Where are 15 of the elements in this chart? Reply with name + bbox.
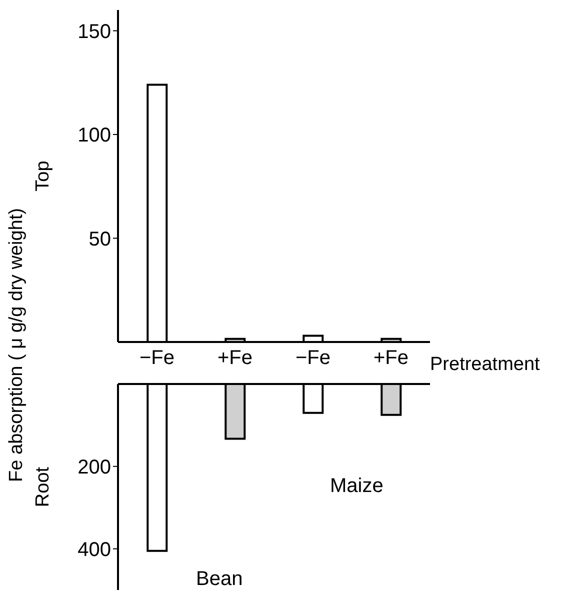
y-tick-label: 100	[78, 124, 111, 147]
y-axis-title: Top	[32, 160, 54, 192]
x-tick-label: −Fe	[139, 347, 175, 370]
annotation: Bean	[196, 568, 243, 590]
x-tick-label: +Fe	[217, 347, 253, 370]
y-tick-label: 400	[78, 538, 111, 561]
x-tick-label: −Fe	[295, 347, 331, 370]
text: Fe absorption ( μ g/g dry weight)	[6, 208, 27, 482]
y-axis-title: Root	[32, 466, 54, 508]
y-tick-label: 200	[78, 456, 111, 478]
annotation: Maize	[330, 475, 384, 497]
x-axis-title: Pretreatment	[430, 354, 541, 375]
x-tick-label: +Fe	[373, 347, 409, 370]
y-tick-label: 150	[78, 20, 111, 43]
y-tick-label: 50	[88, 228, 111, 250]
